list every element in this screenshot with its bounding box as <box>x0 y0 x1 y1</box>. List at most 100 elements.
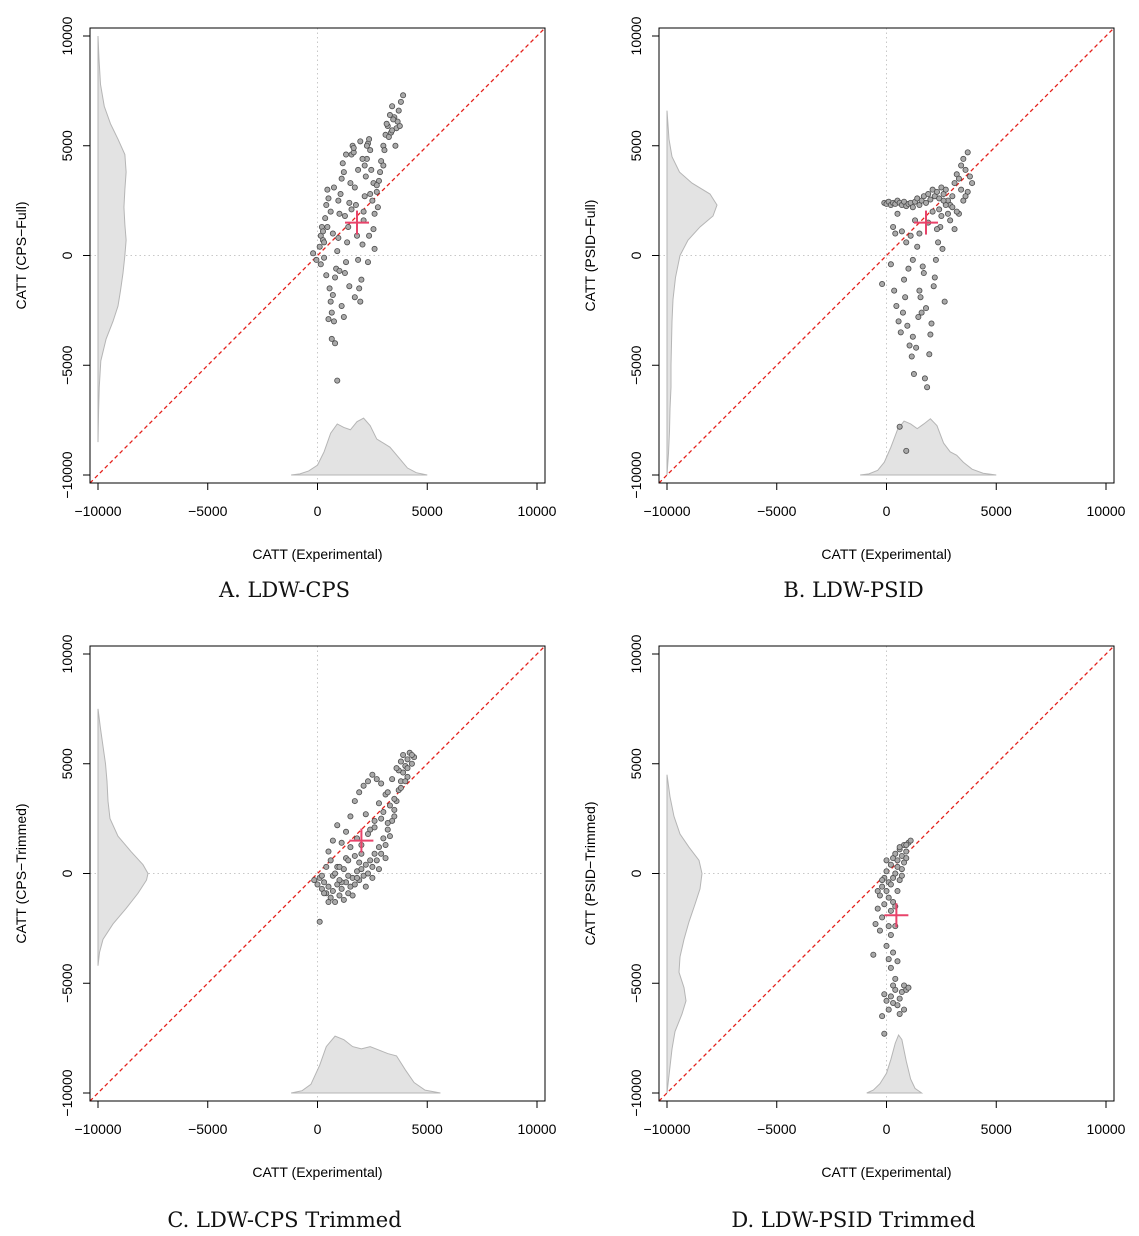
data-point <box>362 883 369 890</box>
data-point <box>892 850 899 857</box>
data-point <box>902 294 909 301</box>
data-point <box>321 890 328 897</box>
data-point <box>339 160 346 167</box>
data-point <box>392 142 399 149</box>
data-point <box>891 287 898 294</box>
data-point <box>949 204 956 211</box>
data-point <box>938 212 945 219</box>
data-point <box>400 751 407 758</box>
data-point <box>390 116 397 123</box>
data-point <box>890 949 897 956</box>
data-point <box>380 809 387 816</box>
data-point <box>870 951 877 958</box>
data-point <box>378 850 385 857</box>
data-point <box>391 813 398 820</box>
data-point <box>358 276 365 283</box>
y-tick-label: 5000 <box>628 748 644 779</box>
data-point <box>364 830 371 837</box>
data-point <box>335 197 342 204</box>
y-tick-label: −5000 <box>59 345 75 385</box>
data-point <box>391 795 398 802</box>
data-point <box>887 907 894 914</box>
data-point <box>359 241 366 248</box>
data-point <box>896 1010 903 1017</box>
data-point <box>346 283 353 290</box>
data-point <box>375 844 382 851</box>
data-point <box>917 294 924 301</box>
data-point <box>881 901 888 908</box>
data-point <box>932 256 939 263</box>
data-point <box>887 993 894 1000</box>
data-point <box>949 193 956 200</box>
data-point <box>343 828 350 835</box>
data-point <box>325 848 332 855</box>
data-point <box>896 423 903 430</box>
data-point <box>329 292 336 299</box>
data-point <box>338 175 345 182</box>
diagonal-line <box>658 27 1115 484</box>
data-point <box>396 122 403 129</box>
data-point <box>879 281 886 288</box>
data-point <box>894 888 901 895</box>
data-point <box>926 351 933 358</box>
data-point <box>323 863 330 870</box>
data-point <box>375 800 382 807</box>
data-point <box>402 778 409 785</box>
x-tick-label: −10000 <box>74 503 121 519</box>
data-point <box>958 186 965 193</box>
caption-panel-c: C. LDW-CPS Trimmed <box>167 1208 402 1232</box>
data-point <box>885 923 892 930</box>
data-point <box>361 162 368 169</box>
x-tick-label: 5000 <box>981 1121 1012 1137</box>
data-point <box>351 184 358 191</box>
y-tick-label: −5000 <box>59 963 75 1003</box>
data-point <box>931 274 938 281</box>
x-tick-label: 10000 <box>1087 503 1126 519</box>
data-point <box>327 298 334 305</box>
x-tick-label: −5000 <box>757 503 797 519</box>
data-point <box>377 169 384 176</box>
data-point <box>349 892 356 899</box>
data-point <box>893 302 900 309</box>
data-point <box>890 223 897 230</box>
data-point <box>327 208 334 215</box>
data-point <box>883 942 890 949</box>
data-point <box>347 844 354 851</box>
data-point <box>369 863 376 870</box>
data-point <box>385 133 392 140</box>
data-point <box>371 850 378 857</box>
y-tick-label: 5000 <box>59 130 75 161</box>
data-point <box>329 837 336 844</box>
data-point <box>336 863 343 870</box>
data-point <box>942 186 949 193</box>
data-point <box>314 881 321 888</box>
data-point <box>328 309 335 316</box>
data-point <box>927 331 934 338</box>
data-point <box>404 756 411 763</box>
diagonal-line <box>658 645 1115 1102</box>
x-tick-label: 5000 <box>412 1121 443 1137</box>
data-point <box>389 103 396 110</box>
caption-panel-a: A. LDW-CPS <box>218 578 351 602</box>
data-point <box>883 997 890 1004</box>
data-point <box>874 905 881 912</box>
data-point <box>384 820 391 827</box>
y-tick-label: 10000 <box>628 634 644 673</box>
data-point <box>885 894 892 901</box>
x-tick-label: 0 <box>883 503 891 519</box>
data-point <box>336 877 343 884</box>
data-point <box>324 186 331 193</box>
data-point <box>969 180 976 187</box>
data-point <box>367 147 374 154</box>
data-point <box>892 870 899 877</box>
data-point <box>341 212 348 219</box>
data-point <box>348 206 355 213</box>
data-point <box>340 896 347 903</box>
data-point <box>940 197 947 204</box>
data-point <box>346 199 353 206</box>
y-tick-label: −10000 <box>59 451 75 498</box>
data-point <box>896 995 903 1002</box>
data-point <box>903 447 910 454</box>
data-point <box>317 261 324 268</box>
data-point <box>907 837 914 844</box>
